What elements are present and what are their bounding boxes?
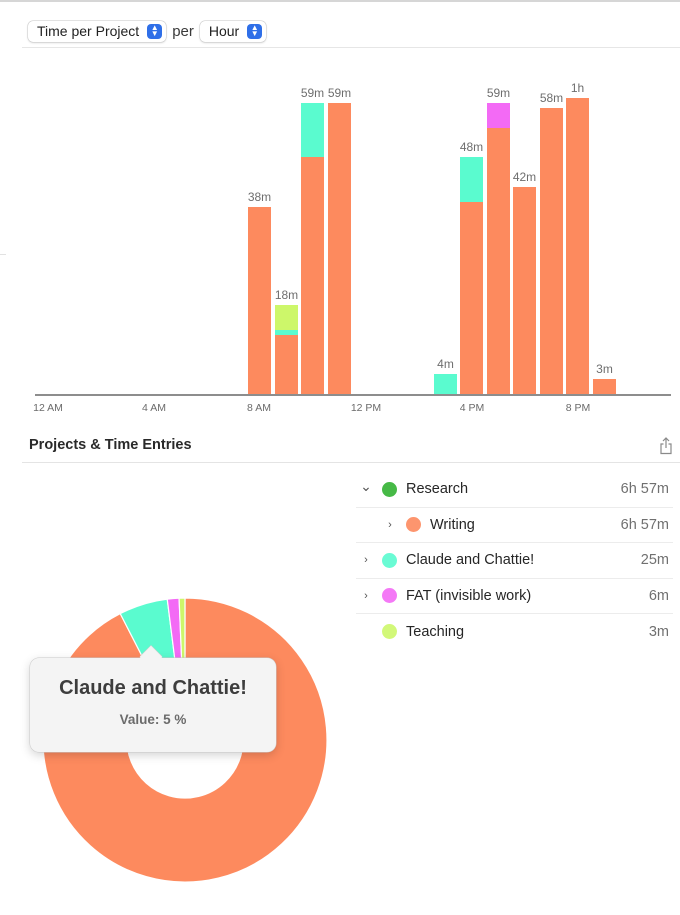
bar-segment bbox=[301, 157, 324, 394]
bar-segment bbox=[540, 107, 563, 394]
hourly-bar-chart: 38m 18m 59m 59m 4m 48m 59m 42m 58m 1h 3m 12 AM 4 AM 8… bbox=[0, 0, 680, 425]
hour-bar[interactable] bbox=[513, 186, 536, 394]
project-name: Claude and Chattie! bbox=[406, 552, 535, 569]
bar-segment bbox=[460, 201, 483, 394]
x-axis-tick-label: 4 PM bbox=[459, 402, 485, 414]
project-name: Writing bbox=[430, 516, 475, 533]
bar-segment bbox=[301, 102, 324, 158]
interval-select[interactable]: Hour ▲ ▼ bbox=[199, 20, 267, 42]
interval-select-value: Hour bbox=[208, 23, 240, 39]
project-name: Teaching bbox=[406, 623, 465, 640]
bar-value-label: 59m bbox=[327, 85, 352, 100]
metric-select[interactable]: Time per Project ▲ ▼ bbox=[28, 20, 167, 42]
window-top-border bbox=[0, 0, 680, 2]
project-duration: 6m bbox=[648, 587, 669, 604]
hour-bar[interactable] bbox=[248, 206, 271, 394]
project-row[interactable]: Teaching 3m bbox=[356, 614, 673, 650]
bar-segment bbox=[248, 206, 271, 394]
x-axis-tick-label: 4 AM bbox=[142, 402, 166, 414]
bar-value-label: 48m bbox=[459, 140, 484, 155]
bar-value-label: 58m bbox=[539, 90, 564, 105]
project-color-dot-icon bbox=[382, 552, 397, 568]
bar-value-label: 3m bbox=[596, 362, 613, 377]
x-axis-tick-label: 12 AM bbox=[33, 402, 63, 414]
chevron-right-icon[interactable]: › bbox=[388, 518, 392, 531]
chevron-down-icon[interactable]: ⌄ bbox=[360, 477, 372, 494]
per-label: per bbox=[172, 22, 194, 40]
x-axis-tick-label: 8 PM bbox=[565, 402, 591, 414]
bar-segment bbox=[487, 102, 510, 128]
project-name: Research bbox=[406, 481, 469, 498]
project-row[interactable]: › Claude and Chattie! 25m bbox=[356, 543, 673, 579]
hour-bar[interactable] bbox=[275, 305, 298, 394]
x-axis-tick-label: 12 PM bbox=[350, 402, 382, 414]
updown-chevron-icon: ▲ ▼ bbox=[147, 23, 163, 39]
hour-bar[interactable] bbox=[593, 379, 616, 394]
bar-segment bbox=[275, 334, 298, 394]
project-row[interactable]: ⌄ Research 6h 57m bbox=[356, 472, 673, 508]
chart-tooltip: Claude and Chattie! Value: 5 % bbox=[30, 658, 276, 752]
hour-bar[interactable] bbox=[328, 102, 351, 394]
chevron-right-icon[interactable]: › bbox=[364, 554, 368, 567]
bar-value-label: 42m bbox=[512, 169, 537, 184]
project-color-dot-icon bbox=[406, 517, 421, 533]
bar-value-label: 59m bbox=[300, 85, 325, 100]
share-icon[interactable] bbox=[659, 437, 673, 455]
bar-segment bbox=[593, 379, 616, 394]
hour-bar[interactable] bbox=[301, 102, 324, 394]
bar-value-label: 18m bbox=[274, 288, 299, 303]
bar-segment bbox=[434, 374, 457, 394]
hour-bar[interactable] bbox=[460, 157, 483, 394]
projects-list: ⌄ Research 6h 57m › Writing 6h 57m › Claude and… bbox=[356, 472, 673, 650]
chevron-right-icon[interactable]: › bbox=[364, 589, 368, 602]
project-row[interactable]: › Writing 6h 57m bbox=[356, 508, 673, 543]
bar-segment bbox=[566, 98, 589, 394]
hour-bar[interactable] bbox=[540, 107, 563, 394]
tooltip-title: Claude and Chattie! bbox=[59, 677, 247, 699]
project-name: FAT (invisible work) bbox=[406, 587, 532, 604]
project-color-dot-icon bbox=[382, 481, 397, 497]
chart-toolbar: Time per Project ▲ ▼ per Hour ▲ ▼ bbox=[28, 20, 267, 42]
project-color-dot-icon bbox=[382, 588, 397, 604]
x-axis-line bbox=[35, 394, 671, 396]
bar-segment bbox=[513, 186, 536, 394]
toolbar-divider bbox=[22, 47, 680, 48]
projects-section-title: Projects & Time Entries bbox=[29, 437, 192, 453]
tooltip-value: Value: 5 % bbox=[119, 712, 187, 727]
metric-select-value: Time per Project bbox=[37, 23, 140, 39]
bar-segment bbox=[487, 127, 510, 394]
updown-chevron-icon: ▲ ▼ bbox=[247, 23, 263, 39]
bar-segment bbox=[328, 102, 351, 394]
hour-bar[interactable] bbox=[566, 98, 589, 394]
bar-value-label: 38m bbox=[247, 189, 272, 204]
hour-bar[interactable] bbox=[434, 374, 457, 394]
project-row[interactable]: › FAT (invisible work) 6m bbox=[356, 579, 673, 614]
left-gridline-tick bbox=[0, 254, 6, 255]
project-duration: 3m bbox=[648, 623, 669, 640]
bar-value-label: 59m bbox=[486, 85, 511, 100]
project-duration: 25m bbox=[640, 552, 669, 569]
bar-value-label: 1h bbox=[570, 81, 585, 95]
bar-segment bbox=[275, 305, 298, 330]
bar-segment bbox=[275, 329, 298, 335]
bar-segment bbox=[460, 157, 483, 202]
x-axis-tick-label: 8 AM bbox=[247, 402, 271, 414]
project-color-dot-icon bbox=[382, 624, 397, 640]
project-duration: 6h 57m bbox=[620, 516, 669, 533]
project-duration: 6h 57m bbox=[620, 481, 669, 498]
bar-value-label: 4m bbox=[437, 357, 454, 372]
hour-bar[interactable] bbox=[487, 102, 510, 394]
section-divider bbox=[22, 462, 680, 463]
